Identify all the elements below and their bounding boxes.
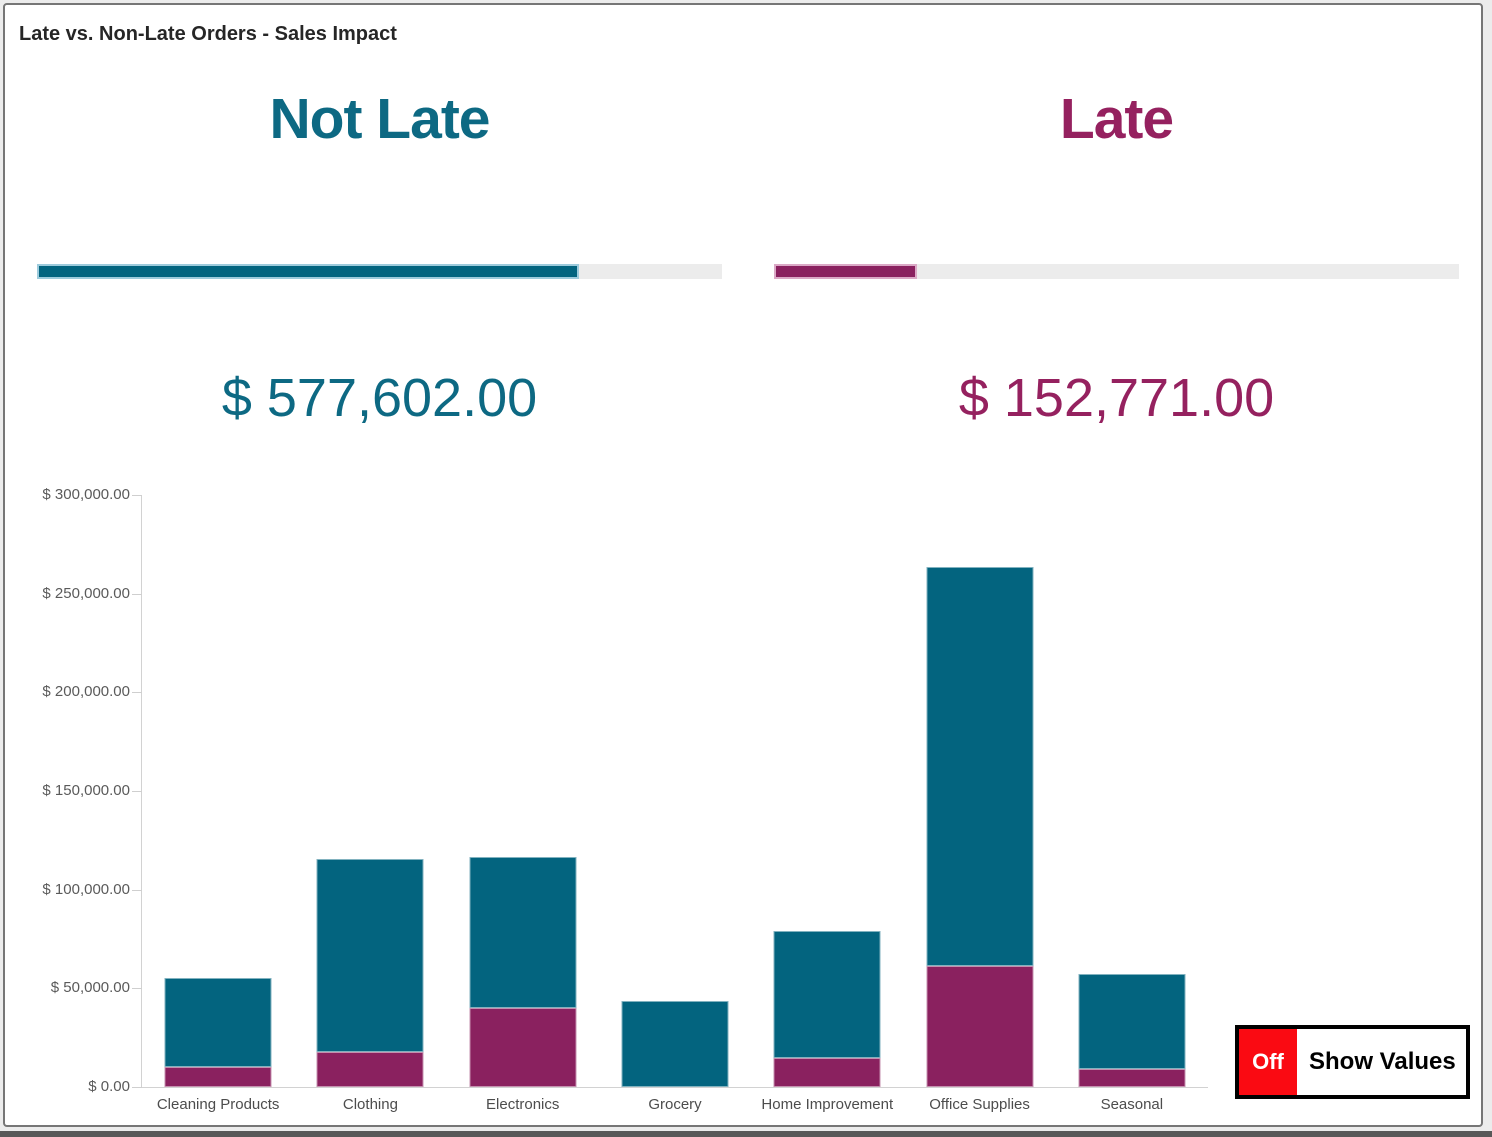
bar-segment-late[interactable] xyxy=(926,965,1034,1087)
y-axis-tick-mark xyxy=(132,495,142,496)
y-axis-tick-label: $ 50,000.00 xyxy=(50,979,130,997)
y-axis-tick-mark xyxy=(132,791,142,792)
bar-band-grocery: Grocery xyxy=(599,495,751,1113)
bar-segment-not-late[interactable] xyxy=(1078,973,1186,1069)
kpi-progress-not-late xyxy=(37,264,722,279)
sheet-title: Late vs. Non-Late Orders - Sales Impact xyxy=(19,23,397,45)
y-axis-tick-label: $ 100,000.00 xyxy=(42,880,130,898)
x-axis-category-label: Home Improvement xyxy=(761,1096,894,1113)
bar-band-office-supplies: Office Supplies xyxy=(903,495,1055,1113)
stacked-bar-office-supplies[interactable] xyxy=(926,495,1034,1087)
stacked-bar-seasonal[interactable] xyxy=(1078,495,1186,1087)
bar-band-seasonal: Seasonal xyxy=(1056,495,1208,1113)
kpi-progress-late xyxy=(774,264,1459,279)
bar-segment-not-late[interactable] xyxy=(469,857,577,1009)
bar-segment-not-late[interactable] xyxy=(926,567,1034,966)
bar-segment-not-late[interactable] xyxy=(773,931,881,1059)
stacked-bar-clothing[interactable] xyxy=(316,495,424,1087)
y-axis-tick-mark xyxy=(132,988,142,990)
bar-band-electronics: Electronics xyxy=(447,495,599,1113)
x-axis-category-label: Cleaning Products xyxy=(156,1096,280,1113)
y-axis-tick-label: $ 300,000.00 xyxy=(42,486,130,503)
kpi-value-late: $ 152,771.00 xyxy=(958,368,1275,428)
stacked-bar-cleaning-products[interactable] xyxy=(164,495,272,1087)
dashboard-card: Late vs. Non-Late Orders - Sales Impact … xyxy=(3,3,1483,1127)
y-axis-tick-label: $ 150,000.00 xyxy=(42,782,130,799)
stacked-bar-electronics[interactable] xyxy=(469,495,577,1087)
bar-segment-not-late[interactable] xyxy=(621,1001,729,1087)
bar-band-cleaning-products: Cleaning Products xyxy=(142,495,294,1113)
bar-segment-late[interactable] xyxy=(773,1058,881,1087)
y-axis-tick-mark xyxy=(132,692,142,694)
show-values-toggle[interactable]: Off Show Values xyxy=(1235,1025,1470,1099)
y-axis-tick-label: $ 250,000.00 xyxy=(42,584,130,602)
x-axis-category-label: Seasonal xyxy=(1100,1096,1164,1113)
bar-segment-not-late[interactable] xyxy=(316,859,424,1053)
bar-segment-not-late[interactable] xyxy=(164,978,272,1068)
kpi-progress-fill-not-late xyxy=(37,264,579,279)
bar-segment-late[interactable] xyxy=(164,1067,272,1087)
y-axis-tick-mark xyxy=(132,593,142,595)
stacked-bar-chart: $ 0.00 $ 50,000.00 $ 100,000.00 $ 150,000.0… xyxy=(42,486,1208,1113)
x-axis-category-label: Office Supplies xyxy=(929,1096,1030,1113)
y-axis-tick-mark xyxy=(132,889,142,891)
window-bottom-edge xyxy=(0,1131,1492,1137)
y-axis-tick-label: $ 200,000.00 xyxy=(42,683,130,701)
kpi-title-late: Late xyxy=(1059,87,1174,151)
bar-band-clothing: Clothing xyxy=(294,495,446,1113)
bar-segment-late[interactable] xyxy=(469,1008,577,1087)
x-axis-category-label: Electronics xyxy=(486,1096,560,1113)
kpi-title-not-late: Not Late xyxy=(269,87,491,151)
y-axis-tick-mark xyxy=(132,1087,142,1088)
x-axis-category-label: Grocery xyxy=(648,1096,702,1113)
kpi-progress-fill-late xyxy=(774,264,918,279)
bar-segment-late[interactable] xyxy=(1078,1068,1186,1087)
kpi-value-not-late: $ 577,602.00 xyxy=(221,368,538,428)
stacked-bar-grocery[interactable] xyxy=(621,495,729,1087)
bar-segment-late[interactable] xyxy=(316,1052,424,1087)
stacked-bar-home-improvement[interactable] xyxy=(773,495,881,1087)
bar-band-home-improvement: Home Improvement xyxy=(751,495,903,1113)
toggle-label: Show Values xyxy=(1309,1048,1456,1075)
x-axis-category-label: Clothing xyxy=(342,1096,398,1113)
y-axis-tick-label: $ 0.00 xyxy=(88,1078,130,1095)
toggle-state-off[interactable]: Off xyxy=(1239,1029,1297,1095)
